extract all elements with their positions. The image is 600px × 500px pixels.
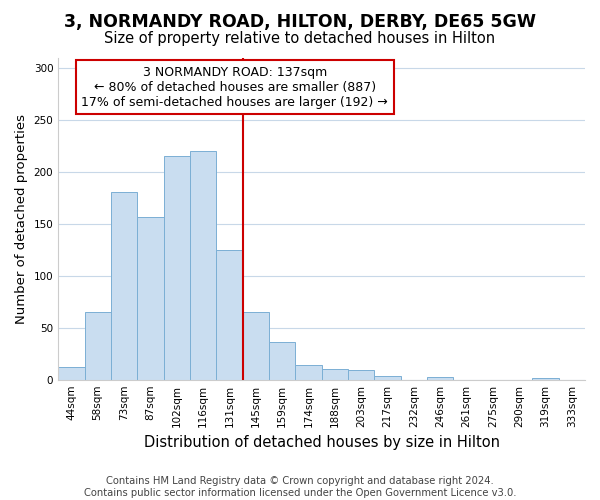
Bar bbox=[58, 367, 85, 380]
Bar bbox=[111, 192, 137, 380]
Bar bbox=[532, 378, 559, 380]
Text: 3, NORMANDY ROAD, HILTON, DERBY, DE65 5GW: 3, NORMANDY ROAD, HILTON, DERBY, DE65 5G… bbox=[64, 12, 536, 30]
Bar bbox=[216, 250, 242, 380]
Text: 3 NORMANDY ROAD: 137sqm
← 80% of detached houses are smaller (887)
17% of semi-d: 3 NORMANDY ROAD: 137sqm ← 80% of detache… bbox=[81, 66, 388, 109]
Bar bbox=[190, 151, 216, 380]
X-axis label: Distribution of detached houses by size in Hilton: Distribution of detached houses by size … bbox=[143, 435, 500, 450]
Bar bbox=[348, 370, 374, 380]
Text: Contains HM Land Registry data © Crown copyright and database right 2024.
Contai: Contains HM Land Registry data © Crown c… bbox=[84, 476, 516, 498]
Bar bbox=[85, 312, 111, 380]
Bar bbox=[374, 376, 401, 380]
Text: Size of property relative to detached houses in Hilton: Size of property relative to detached ho… bbox=[104, 31, 496, 46]
Y-axis label: Number of detached properties: Number of detached properties bbox=[15, 114, 28, 324]
Bar bbox=[295, 365, 322, 380]
Bar bbox=[242, 312, 269, 380]
Bar bbox=[164, 156, 190, 380]
Bar bbox=[322, 370, 348, 380]
Bar bbox=[427, 376, 453, 380]
Bar bbox=[269, 342, 295, 380]
Bar bbox=[137, 216, 164, 380]
